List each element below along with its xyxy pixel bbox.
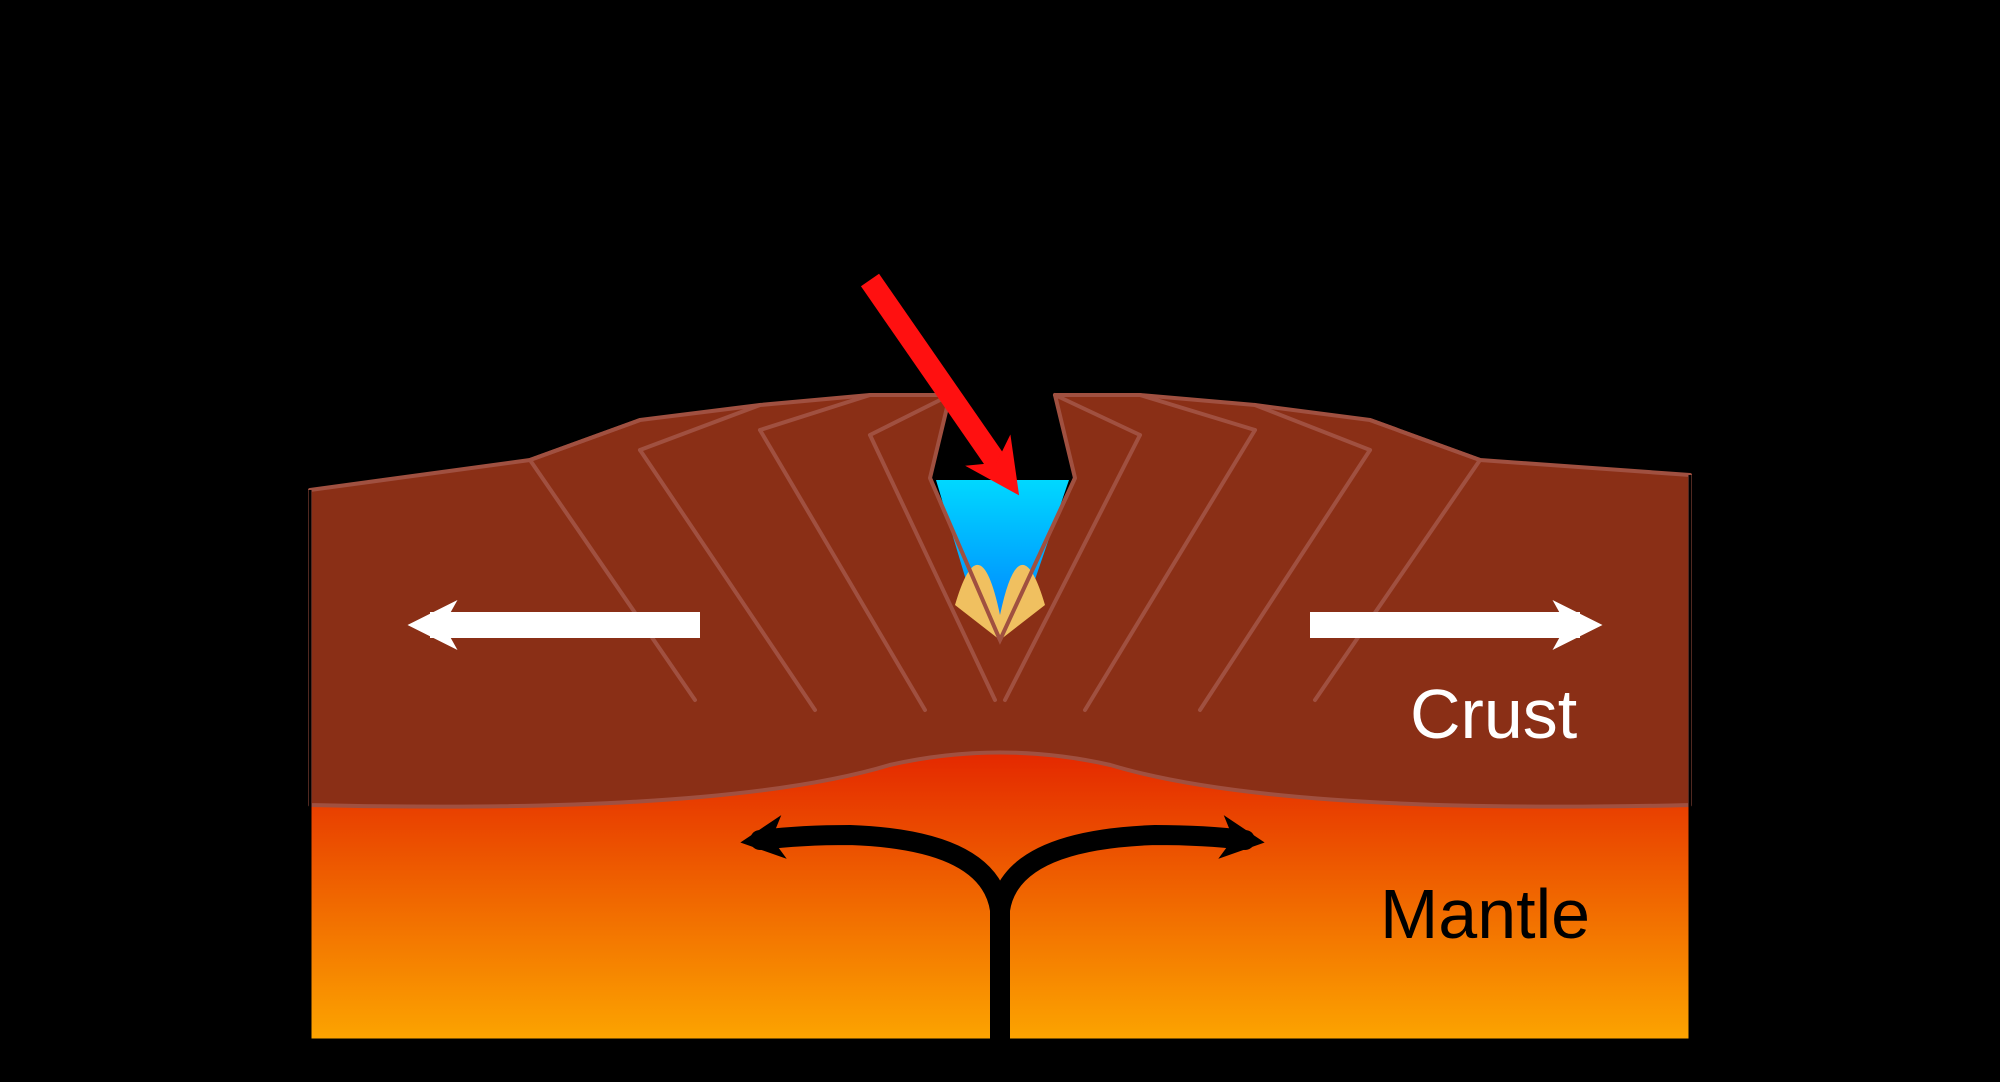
diagram-root: Crust Mantle: [0, 0, 2000, 1082]
diagram-svg: [0, 0, 2000, 1082]
mantle-label: Mantle: [1380, 874, 1590, 954]
crust-label: Crust: [1410, 674, 1577, 754]
